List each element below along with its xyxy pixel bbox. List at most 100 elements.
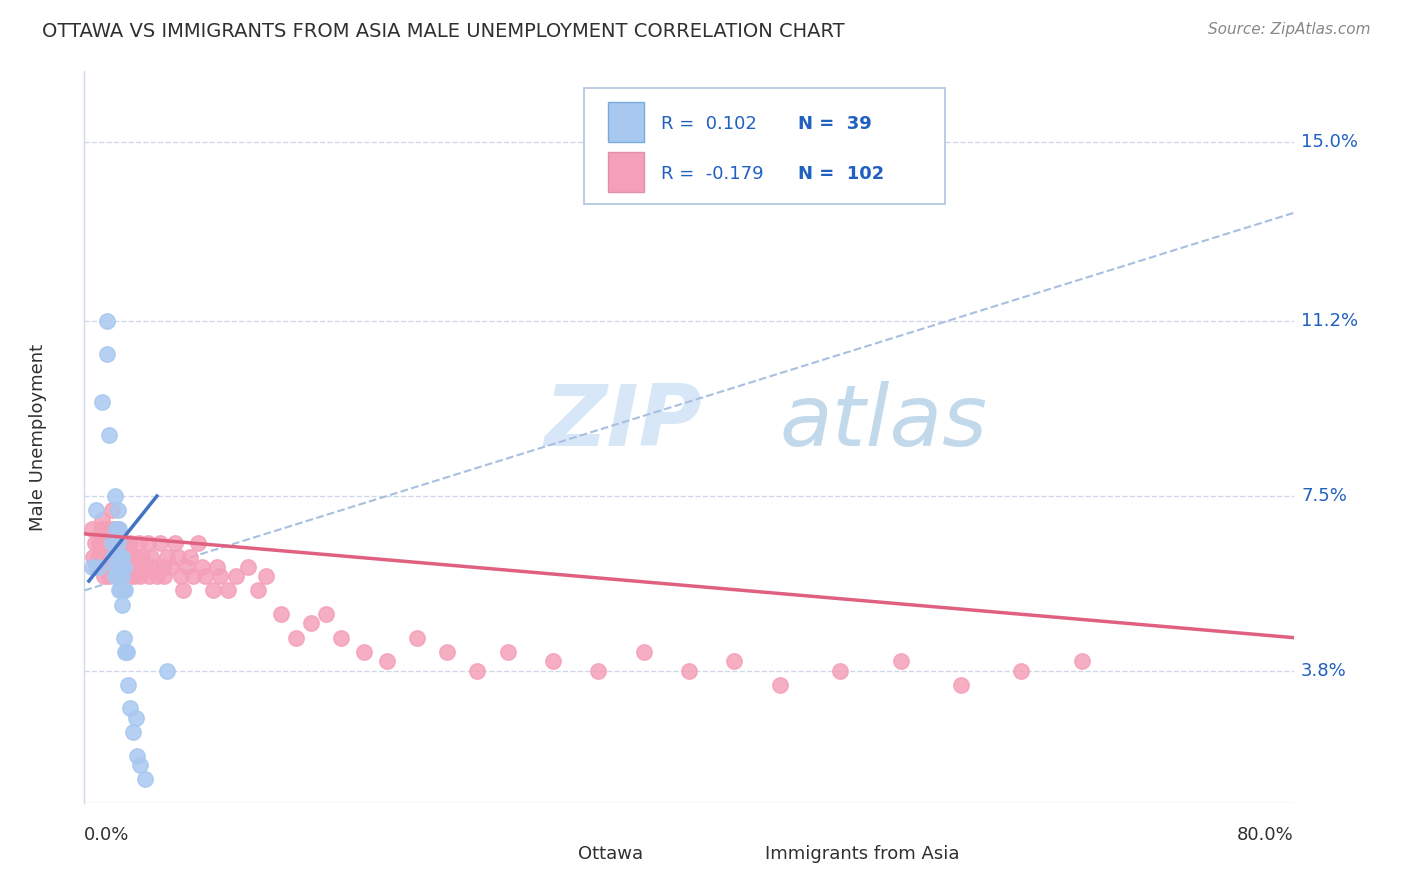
Point	[96, 314, 118, 328]
Point	[134, 772, 156, 787]
Point	[90, 550, 112, 565]
Point	[93, 536, 115, 550]
Point	[112, 559, 135, 574]
Point	[122, 569, 145, 583]
Point	[181, 569, 204, 583]
Point	[108, 522, 131, 536]
Point	[194, 569, 217, 583]
Point	[115, 569, 138, 583]
Point	[1071, 654, 1094, 668]
Point	[114, 536, 136, 550]
Point	[117, 678, 139, 692]
Point	[105, 522, 128, 536]
Point	[94, 550, 117, 565]
Point	[285, 631, 308, 645]
Point	[97, 427, 120, 442]
Point	[105, 559, 128, 574]
Point	[127, 559, 149, 574]
Point	[142, 559, 165, 574]
Point	[201, 583, 224, 598]
Text: 0.0%: 0.0%	[84, 826, 129, 845]
Point	[127, 748, 149, 763]
Point	[104, 489, 127, 503]
Point	[107, 536, 129, 550]
Point	[134, 559, 156, 574]
Point	[121, 559, 143, 574]
Point	[117, 559, 139, 574]
Text: ZIP: ZIP	[544, 381, 702, 464]
Point	[118, 536, 141, 550]
Text: Source: ZipAtlas.com: Source: ZipAtlas.com	[1208, 22, 1371, 37]
Point	[96, 559, 118, 574]
Point	[107, 550, 129, 565]
Point	[128, 536, 150, 550]
Point	[110, 550, 132, 565]
Point	[299, 616, 322, 631]
Point	[315, 607, 337, 621]
Point	[108, 550, 131, 565]
Bar	[544, 839, 571, 869]
Point	[114, 583, 136, 598]
Point	[115, 550, 138, 565]
Point	[80, 522, 103, 536]
Point	[112, 583, 135, 598]
Text: Immigrants from Asia: Immigrants from Asia	[765, 845, 960, 863]
Text: OTTAWA VS IMMIGRANTS FROM ASIA MALE UNEMPLOYMENT CORRELATION CHART: OTTAWA VS IMMIGRANTS FROM ASIA MALE UNEM…	[42, 22, 845, 41]
Point	[101, 559, 124, 574]
Point	[436, 645, 458, 659]
Point	[96, 347, 118, 361]
Point	[118, 701, 141, 715]
Point	[633, 645, 655, 659]
Text: N =  39: N = 39	[797, 115, 872, 133]
Point	[167, 550, 190, 565]
Point	[176, 559, 198, 574]
Point	[93, 569, 115, 583]
Point	[496, 645, 519, 659]
Point	[156, 550, 179, 565]
Text: 15.0%: 15.0%	[1301, 133, 1358, 151]
Point	[90, 522, 112, 536]
Point	[87, 550, 110, 565]
Point	[209, 569, 232, 583]
Point	[406, 631, 429, 645]
Point	[254, 569, 277, 583]
Point	[112, 550, 135, 565]
Text: atlas: atlas	[780, 381, 987, 464]
Text: R =  0.102: R = 0.102	[661, 115, 756, 133]
Point	[111, 569, 134, 583]
Point	[108, 583, 131, 598]
Point	[247, 583, 270, 598]
Point	[830, 664, 852, 678]
Point	[110, 550, 132, 565]
Point	[159, 559, 181, 574]
Point	[104, 569, 127, 583]
Point	[110, 559, 132, 574]
Point	[118, 569, 141, 583]
Point	[165, 536, 187, 550]
Bar	[607, 102, 644, 143]
Point	[107, 503, 129, 517]
Point	[107, 569, 129, 583]
Point	[769, 678, 792, 692]
Point	[149, 536, 172, 550]
Point	[107, 522, 129, 536]
Point	[236, 559, 259, 574]
Text: R =  -0.179: R = -0.179	[661, 165, 763, 183]
Text: 7.5%: 7.5%	[1301, 487, 1347, 505]
Point	[97, 536, 120, 550]
Point	[152, 559, 174, 574]
Point	[353, 645, 375, 659]
Point	[80, 559, 103, 574]
Point	[111, 598, 134, 612]
Point	[146, 569, 169, 583]
Point	[129, 569, 152, 583]
Point	[115, 645, 138, 659]
Point	[91, 513, 114, 527]
Point	[82, 550, 104, 565]
Text: Male Unemployment: Male Unemployment	[30, 343, 48, 531]
Point	[191, 559, 214, 574]
Point	[139, 550, 162, 565]
Point	[467, 664, 489, 678]
Point	[84, 536, 107, 550]
Point	[270, 607, 292, 621]
